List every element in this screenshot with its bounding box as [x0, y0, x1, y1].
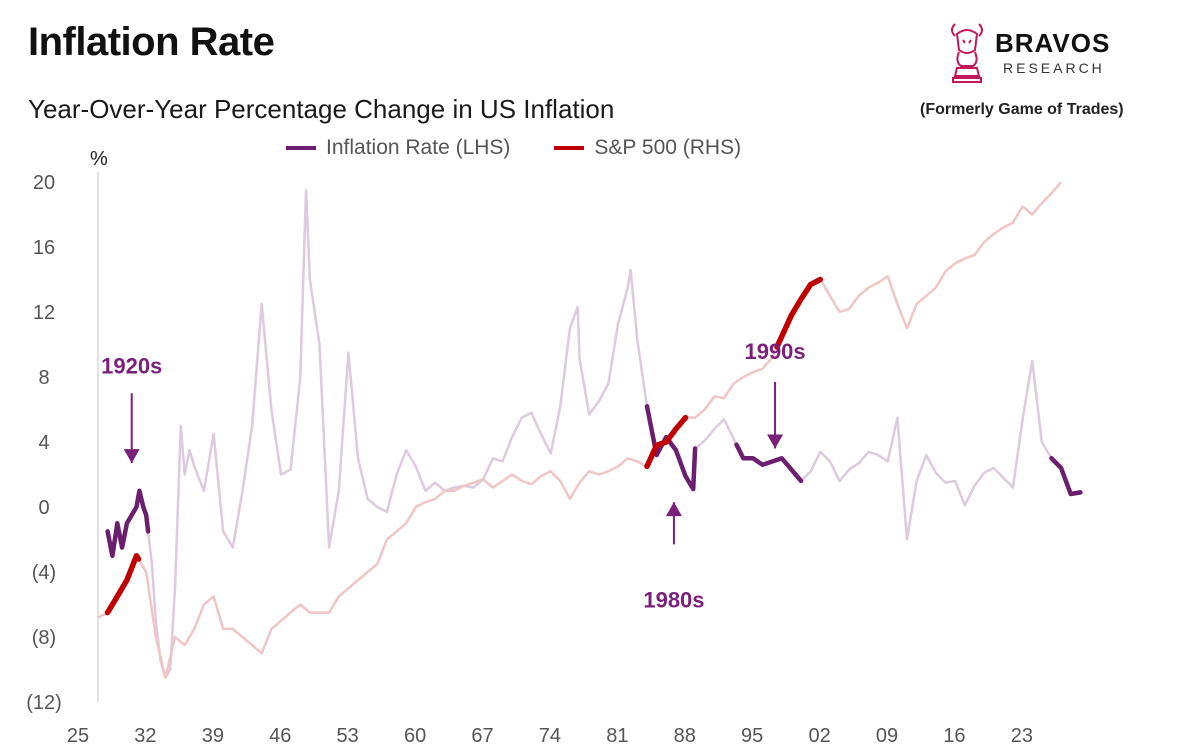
page-subtitle: Year-Over-Year Percentage Change in US I…: [28, 94, 615, 124]
y-tick-label: (4): [32, 562, 56, 584]
series-highlight-inflation: [1049, 456, 1083, 497]
y-tick-label: 4: [38, 432, 49, 454]
annotation-label: 1980s: [643, 588, 704, 613]
legend-swatch-sp500: [554, 146, 585, 150]
x-tick-label: 95: [741, 725, 763, 746]
x-tick-label: 88: [674, 725, 696, 746]
x-tick-label: 16: [943, 725, 965, 746]
x-tick-label: 32: [134, 725, 156, 746]
x-tick-label: 81: [606, 725, 628, 746]
x-tick-label: 02: [808, 725, 830, 746]
bull-chess-knight-icon: [951, 23, 983, 83]
legend-label-sp500: S&P 500 (RHS): [594, 136, 742, 159]
y-tick-label: 12: [33, 302, 55, 324]
series-line-inflation: [106, 188, 1081, 679]
chart-legend: Inflation Rate (LHS) S&P 500 (RHS): [286, 136, 741, 160]
annotation-arrow-head: [123, 449, 140, 464]
annotation-arrow-head: [665, 502, 682, 517]
x-tick-label: 25: [67, 725, 89, 746]
y-tick-label: 20: [33, 172, 55, 194]
annotation-label: 1990s: [744, 339, 805, 364]
series-highlight-sp500: [104, 553, 142, 616]
legend-item-inflation: Inflation Rate (LHS): [286, 136, 510, 160]
brand-sub: RESEARCH: [1003, 60, 1105, 76]
y-unit-label: %: [90, 148, 108, 170]
x-tick-label: 67: [471, 725, 493, 746]
annotation-arrow-head: [767, 434, 784, 449]
y-tick-label: 0: [38, 497, 49, 519]
x-tick-label: 46: [269, 725, 291, 746]
x-tick-label: 60: [404, 725, 426, 746]
series-highlight-inflation: [734, 442, 804, 484]
x-tick-label: 53: [337, 725, 359, 746]
x-tick-label: 09: [876, 725, 898, 746]
y-tick-label: 8: [38, 367, 49, 389]
y-tick-label: (8): [32, 627, 56, 649]
brand-formerly: (Formerly Game of Trades): [920, 101, 1124, 118]
series-highlight-inflation: [105, 488, 151, 559]
legend-swatch-inflation: [286, 146, 316, 150]
y-tick-label: (12): [26, 692, 62, 714]
x-tick-label: 74: [539, 725, 561, 746]
y-tick-label: 16: [33, 237, 55, 259]
legend-label-inflation: Inflation Rate (LHS): [326, 136, 511, 159]
series-line-sp500: [97, 181, 1063, 679]
annotation-label: 1920s: [101, 354, 162, 379]
brand-name: BRAVOS: [995, 28, 1111, 58]
brand-logo: BRAVOS RESEARCH: [945, 16, 1155, 96]
series-highlight-sp500: [774, 276, 824, 350]
page-title: Inflation Rate: [28, 20, 275, 64]
x-tick-label: 39: [202, 725, 224, 746]
x-tick-label: 23: [1011, 725, 1033, 746]
legend-item-sp500: S&P 500 (RHS): [554, 136, 741, 160]
